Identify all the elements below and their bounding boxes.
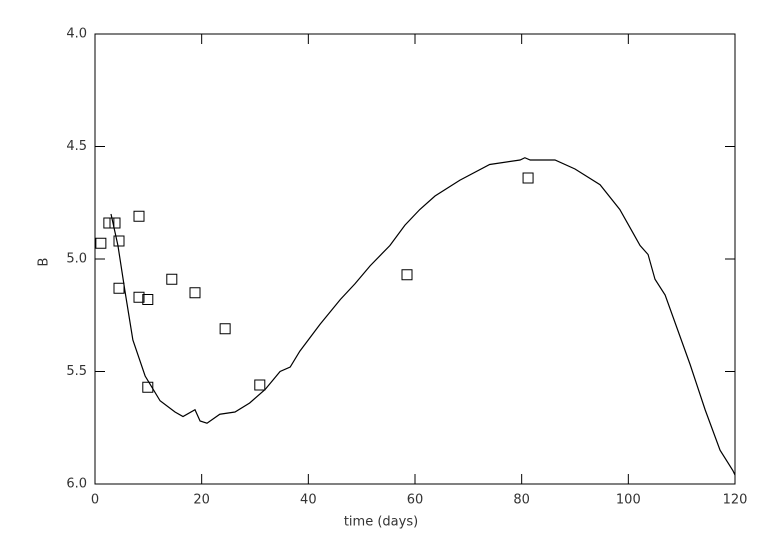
model-curve <box>110 157 736 476</box>
data-point <box>522 172 534 184</box>
data-point <box>142 381 154 393</box>
plot-frame <box>94 33 736 485</box>
data-point <box>103 217 115 229</box>
x-tick-label: 80 <box>513 493 530 508</box>
data-point <box>133 210 145 222</box>
x-axis-label: time (days) <box>344 515 418 530</box>
data-point <box>166 273 178 285</box>
x-tick-label: 20 <box>193 493 210 508</box>
data-point <box>401 269 413 281</box>
x-tick-label: 100 <box>616 493 641 508</box>
data-point <box>95 237 107 249</box>
x-tick-label: 0 <box>91 493 99 508</box>
y-tick-label: 4.5 <box>66 139 87 154</box>
x-tick-label: 60 <box>407 493 424 508</box>
y-tick-label: 6.0 <box>66 477 87 492</box>
data-point <box>109 217 121 229</box>
data-point <box>113 235 125 247</box>
y-tick-label: 5.5 <box>66 364 87 379</box>
y-tick-label: 5.0 <box>66 252 87 267</box>
data-point <box>219 323 231 335</box>
y-tick-label: 4.0 <box>66 27 87 42</box>
x-tick-label: 120 <box>723 493 748 508</box>
y-axis-label: B <box>37 258 52 267</box>
data-point <box>142 294 154 305</box>
x-tick-label: 40 <box>300 493 317 508</box>
data-point <box>254 379 266 391</box>
data-point <box>113 282 125 294</box>
data-point <box>189 287 201 299</box>
data-point <box>133 291 145 303</box>
